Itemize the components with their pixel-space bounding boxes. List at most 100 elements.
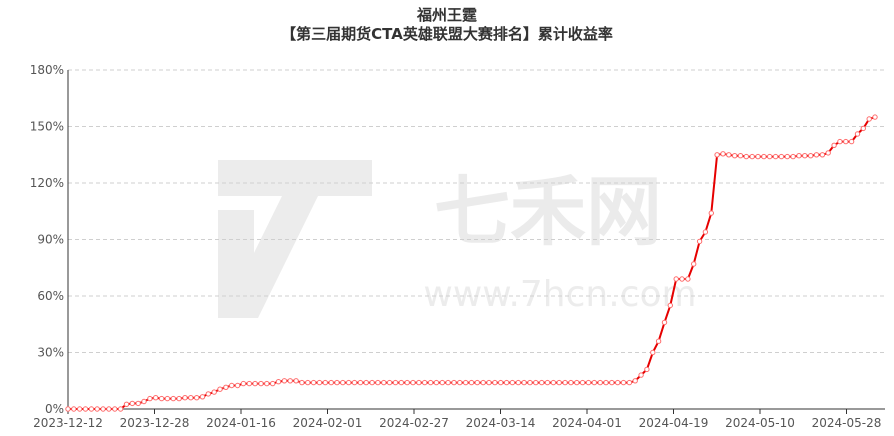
data-point bbox=[123, 401, 130, 407]
data-point bbox=[129, 400, 136, 407]
data-point bbox=[457, 379, 463, 386]
data-point bbox=[310, 379, 317, 386]
x-tick-label: 2023-12-12 bbox=[33, 416, 103, 430]
y-tick-label: 180% bbox=[30, 63, 64, 77]
data-point bbox=[252, 380, 258, 387]
data-point bbox=[427, 379, 434, 386]
y-tick-label: 60% bbox=[37, 289, 64, 303]
data-point bbox=[767, 153, 773, 160]
data-point bbox=[439, 379, 445, 386]
data-point bbox=[451, 379, 457, 386]
data-point bbox=[591, 379, 597, 386]
data-point bbox=[819, 152, 826, 158]
watermark-url: www.7hcn.com bbox=[423, 274, 696, 315]
data-point bbox=[410, 379, 416, 386]
data-point bbox=[182, 395, 188, 401]
data-point bbox=[749, 153, 755, 160]
data-point bbox=[135, 400, 141, 407]
chart-title: 福州王霆 bbox=[416, 6, 477, 24]
data-point bbox=[357, 379, 364, 386]
x-tick-label: 2024-03-14 bbox=[466, 416, 536, 430]
data-point bbox=[77, 406, 83, 412]
data-point bbox=[772, 153, 779, 160]
data-point bbox=[702, 229, 709, 235]
data-point bbox=[486, 379, 492, 386]
data-point bbox=[369, 379, 375, 386]
data-point bbox=[100, 406, 106, 412]
data-point bbox=[112, 406, 118, 412]
data-point bbox=[644, 366, 650, 373]
data-point bbox=[194, 395, 200, 401]
data-point bbox=[667, 302, 673, 309]
series-group bbox=[65, 114, 878, 412]
data-point bbox=[392, 379, 399, 386]
data-point bbox=[463, 379, 469, 386]
data-point bbox=[655, 338, 662, 344]
data-point bbox=[258, 380, 264, 387]
data-point bbox=[351, 379, 358, 386]
data-point bbox=[872, 114, 878, 120]
data-point bbox=[234, 382, 241, 389]
data-point bbox=[205, 391, 212, 397]
data-point bbox=[147, 395, 153, 402]
data-point bbox=[550, 379, 557, 386]
data-point bbox=[404, 379, 410, 386]
data-point bbox=[375, 379, 381, 386]
x-tick-label: 2024-02-01 bbox=[293, 416, 363, 430]
y-tick-label: 150% bbox=[30, 120, 64, 134]
data-point bbox=[743, 153, 749, 160]
data-point bbox=[813, 152, 820, 158]
data-point bbox=[264, 380, 270, 387]
data-point bbox=[492, 379, 498, 386]
data-point bbox=[790, 153, 796, 160]
data-point bbox=[679, 276, 685, 282]
data-point bbox=[381, 379, 387, 386]
data-point bbox=[638, 372, 644, 378]
data-point bbox=[328, 379, 334, 386]
data-point bbox=[603, 379, 609, 386]
data-point bbox=[714, 152, 720, 158]
data-point bbox=[626, 379, 633, 386]
data-point bbox=[416, 379, 422, 386]
y-tick-label: 30% bbox=[37, 346, 64, 360]
data-point bbox=[755, 153, 761, 160]
data-point bbox=[480, 379, 486, 386]
data-point bbox=[732, 153, 738, 159]
data-point bbox=[270, 380, 276, 387]
data-point bbox=[544, 379, 551, 386]
data-point bbox=[287, 378, 293, 384]
x-axis: 2023-12-12 2023-12-28 2024-01-16 2024-02-01… bbox=[33, 408, 885, 430]
data-point bbox=[176, 395, 182, 402]
data-point bbox=[153, 395, 159, 401]
data-point bbox=[141, 398, 147, 405]
data-point bbox=[778, 153, 785, 160]
data-point bbox=[574, 379, 580, 386]
data-point bbox=[322, 379, 328, 386]
data-point bbox=[609, 379, 615, 386]
data-point bbox=[685, 276, 691, 282]
data-point bbox=[860, 125, 866, 132]
data-point bbox=[854, 131, 861, 137]
data-point bbox=[386, 379, 393, 386]
data-point bbox=[106, 406, 112, 412]
data-point bbox=[468, 379, 475, 386]
data-point bbox=[299, 379, 305, 386]
data-point bbox=[433, 379, 440, 386]
data-point bbox=[65, 406, 71, 412]
data-point bbox=[398, 379, 404, 386]
data-point bbox=[585, 379, 592, 386]
data-point bbox=[802, 153, 808, 159]
data-point bbox=[346, 379, 352, 386]
data-point bbox=[825, 150, 831, 156]
data-point bbox=[848, 138, 855, 145]
y-tick-label: 120% bbox=[30, 176, 64, 190]
data-point bbox=[199, 394, 206, 400]
data-point bbox=[708, 210, 714, 216]
data-point bbox=[164, 395, 171, 402]
data-point bbox=[726, 152, 732, 158]
data-point bbox=[170, 395, 177, 402]
data-point bbox=[188, 395, 194, 401]
data-point bbox=[334, 379, 340, 386]
data-point bbox=[94, 406, 100, 412]
